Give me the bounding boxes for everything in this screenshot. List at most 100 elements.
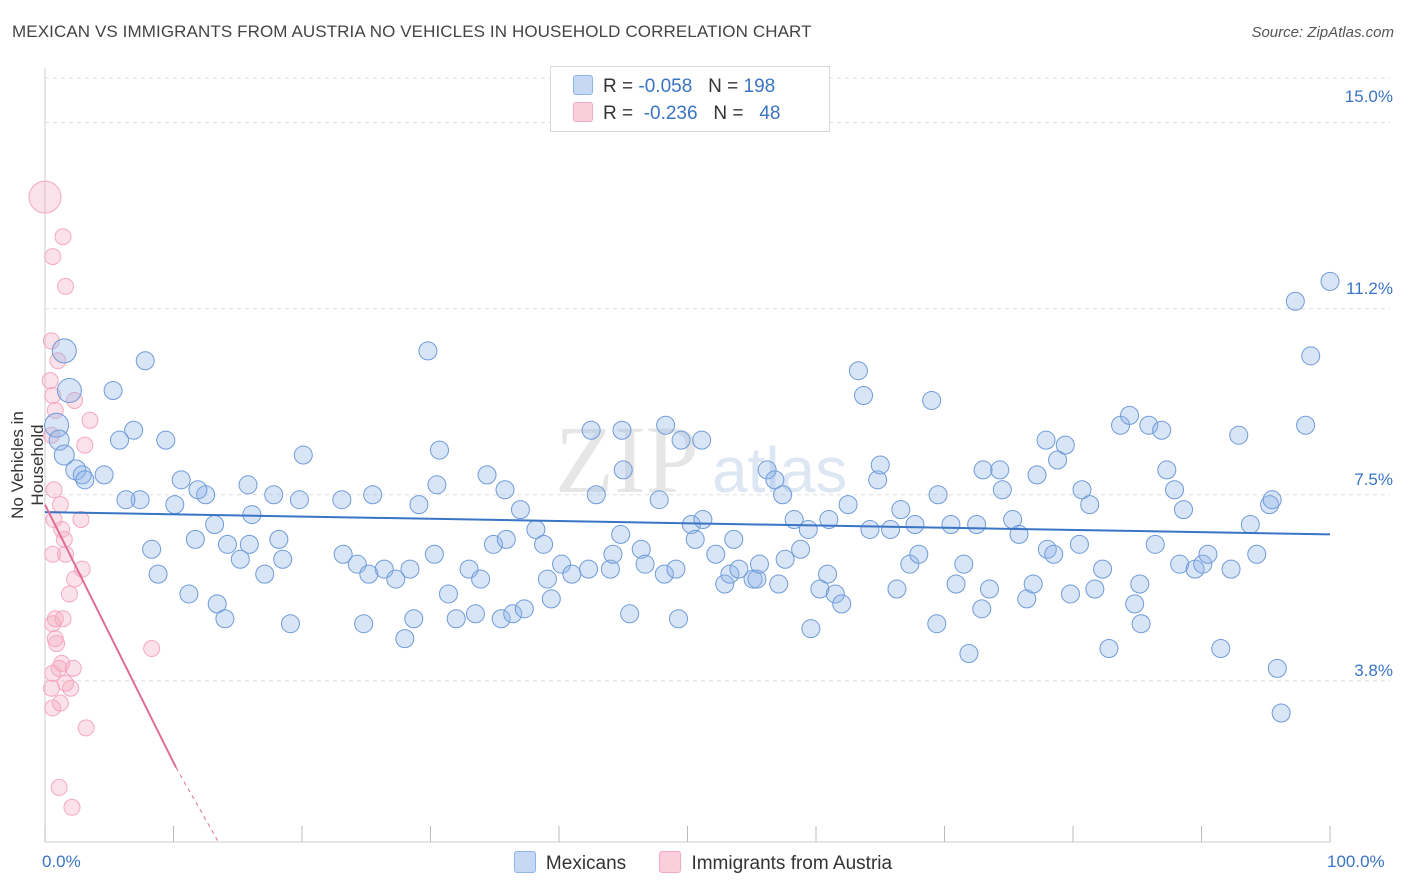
data-point bbox=[941, 514, 961, 534]
data-point bbox=[603, 544, 623, 564]
data-point bbox=[928, 485, 948, 505]
data-point bbox=[954, 554, 974, 574]
data-point bbox=[562, 564, 582, 584]
data-point bbox=[1221, 559, 1241, 579]
data-point bbox=[693, 510, 713, 530]
data-point bbox=[81, 411, 99, 429]
data-point bbox=[44, 545, 62, 563]
data-point bbox=[685, 529, 705, 549]
data-point bbox=[171, 470, 191, 490]
data-point bbox=[581, 420, 601, 440]
data-point bbox=[1145, 534, 1165, 554]
series-legend-label: Mexicans bbox=[545, 853, 627, 874]
data-point bbox=[179, 584, 199, 604]
data-point bbox=[1247, 544, 1267, 564]
y-tick-label: 7.5% bbox=[1354, 470, 1393, 489]
series-legend-austria[interactable]: Immigrants from Austria bbox=[659, 851, 892, 875]
data-point bbox=[230, 549, 250, 569]
data-point bbox=[124, 420, 144, 440]
series-legend-label: Immigrants from Austria bbox=[691, 853, 893, 874]
data-point bbox=[395, 629, 415, 649]
x-tick-label-max: 100.0% bbox=[1327, 852, 1385, 871]
data-point bbox=[854, 386, 874, 406]
data-point bbox=[706, 544, 726, 564]
data-point bbox=[165, 495, 185, 515]
data-point bbox=[1060, 584, 1080, 604]
legend-n-value-austria: 48 bbox=[759, 103, 781, 124]
data-point bbox=[1301, 346, 1321, 366]
data-point bbox=[363, 485, 383, 505]
data-point bbox=[1125, 594, 1145, 614]
data-point bbox=[838, 495, 858, 515]
data-point bbox=[552, 554, 572, 574]
data-point bbox=[42, 332, 60, 350]
data-point bbox=[666, 559, 686, 579]
series-legend-mexicans[interactable]: Mexicans bbox=[513, 851, 627, 875]
data-point bbox=[613, 460, 633, 480]
data-point bbox=[66, 391, 84, 409]
data-point bbox=[1069, 534, 1089, 554]
data-point bbox=[631, 539, 651, 559]
data-point bbox=[110, 430, 130, 450]
data-point bbox=[255, 564, 275, 584]
data-point bbox=[264, 485, 284, 505]
data-point bbox=[429, 440, 449, 460]
data-point bbox=[979, 579, 999, 599]
data-point bbox=[48, 635, 66, 653]
data-point bbox=[992, 480, 1012, 500]
data-point bbox=[103, 381, 123, 401]
data-point bbox=[1271, 703, 1291, 723]
data-point bbox=[1211, 639, 1231, 659]
data-point bbox=[724, 529, 744, 549]
data-point bbox=[491, 609, 511, 629]
data-point bbox=[747, 569, 767, 589]
data-point bbox=[825, 584, 845, 604]
data-point bbox=[909, 544, 929, 564]
data-point bbox=[1027, 465, 1047, 485]
y-axis-label: No Vehicles in Household bbox=[8, 411, 47, 519]
data-point bbox=[404, 609, 424, 629]
data-point bbox=[477, 465, 497, 485]
data-point bbox=[1285, 291, 1305, 311]
data-point bbox=[729, 559, 749, 579]
data-point bbox=[1048, 450, 1068, 470]
data-point bbox=[1198, 544, 1218, 564]
data-point bbox=[44, 412, 70, 438]
data-point bbox=[143, 640, 161, 658]
data-point bbox=[333, 544, 353, 564]
data-point bbox=[62, 679, 80, 697]
data-point bbox=[1055, 435, 1075, 455]
data-point bbox=[156, 430, 176, 450]
data-point bbox=[819, 510, 839, 530]
data-point bbox=[41, 372, 59, 390]
data-point bbox=[922, 390, 942, 410]
legend-swatch-pink bbox=[573, 102, 593, 122]
data-point bbox=[773, 485, 793, 505]
data-point bbox=[273, 549, 293, 569]
data-point bbox=[757, 460, 777, 480]
data-point bbox=[116, 490, 136, 510]
data-point bbox=[75, 470, 95, 490]
data-point bbox=[887, 579, 907, 599]
data-point bbox=[386, 569, 406, 589]
data-point bbox=[891, 500, 911, 520]
data-point bbox=[77, 719, 95, 737]
data-point bbox=[749, 554, 769, 574]
legend-swatch-pink bbox=[659, 851, 682, 873]
data-point bbox=[1072, 480, 1092, 500]
legend-row-mexicans: R = -0.058 N = 198 bbox=[573, 75, 775, 99]
data-point bbox=[534, 534, 554, 554]
data-point bbox=[53, 444, 75, 466]
data-point bbox=[424, 544, 444, 564]
data-point bbox=[801, 619, 821, 639]
data-point bbox=[1262, 490, 1282, 510]
data-point bbox=[72, 511, 90, 529]
data-point bbox=[44, 387, 62, 405]
trend-line-mexicans bbox=[44, 511, 1331, 536]
data-point bbox=[130, 490, 150, 510]
data-point bbox=[57, 545, 75, 563]
trend-lines bbox=[44, 504, 1331, 843]
data-point bbox=[541, 589, 561, 609]
data-point bbox=[860, 519, 880, 539]
data-point bbox=[54, 228, 72, 246]
